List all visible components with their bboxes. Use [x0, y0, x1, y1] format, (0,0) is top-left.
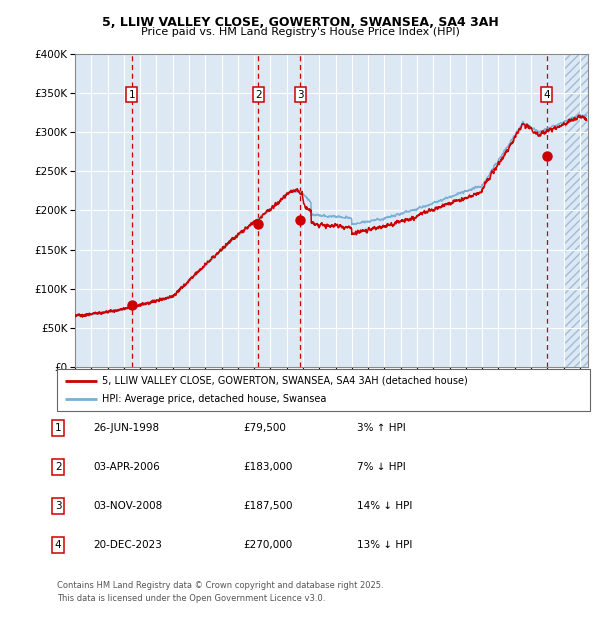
Text: £187,500: £187,500 [243, 501, 293, 511]
Text: This data is licensed under the Open Government Licence v3.0.: This data is licensed under the Open Gov… [57, 593, 325, 603]
Text: 1: 1 [55, 423, 62, 433]
Text: 5, LLIW VALLEY CLOSE, GOWERTON, SWANSEA, SA4 3AH: 5, LLIW VALLEY CLOSE, GOWERTON, SWANSEA,… [101, 16, 499, 29]
FancyBboxPatch shape [57, 369, 590, 411]
Text: Contains HM Land Registry data © Crown copyright and database right 2025.: Contains HM Land Registry data © Crown c… [57, 581, 383, 590]
Text: 7% ↓ HPI: 7% ↓ HPI [357, 462, 406, 472]
Text: HPI: Average price, detached house, Swansea: HPI: Average price, detached house, Swan… [102, 394, 326, 404]
Text: 1: 1 [128, 90, 135, 100]
Text: 5, LLIW VALLEY CLOSE, GOWERTON, SWANSEA, SA4 3AH (detached house): 5, LLIW VALLEY CLOSE, GOWERTON, SWANSEA,… [102, 376, 468, 386]
Text: 3: 3 [297, 90, 304, 100]
Text: Price paid vs. HM Land Registry's House Price Index (HPI): Price paid vs. HM Land Registry's House … [140, 27, 460, 37]
Text: 3: 3 [55, 501, 62, 511]
Text: 4: 4 [55, 540, 62, 550]
Text: 13% ↓ HPI: 13% ↓ HPI [357, 540, 412, 550]
Text: £270,000: £270,000 [243, 540, 292, 550]
Text: 03-NOV-2008: 03-NOV-2008 [93, 501, 162, 511]
Text: £183,000: £183,000 [243, 462, 292, 472]
Text: £79,500: £79,500 [243, 423, 286, 433]
Bar [563, 54, 588, 367]
Text: 14% ↓ HPI: 14% ↓ HPI [357, 501, 412, 511]
Text: 26-JUN-1998: 26-JUN-1998 [93, 423, 159, 433]
Text: 3% ↑ HPI: 3% ↑ HPI [357, 423, 406, 433]
Text: 2: 2 [255, 90, 262, 100]
Text: 03-APR-2006: 03-APR-2006 [93, 462, 160, 472]
Text: 2: 2 [55, 462, 62, 472]
Text: 20-DEC-2023: 20-DEC-2023 [93, 540, 162, 550]
Text: 4: 4 [544, 90, 550, 100]
